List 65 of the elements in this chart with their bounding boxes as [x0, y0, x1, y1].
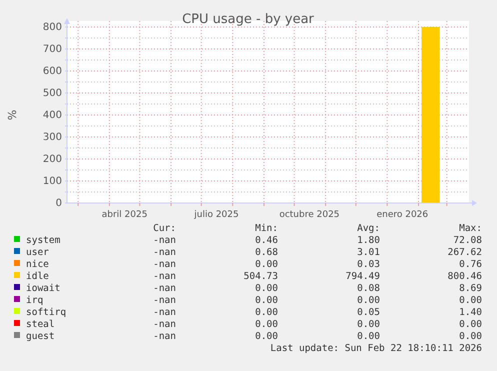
- text: 0.00: [459, 295, 482, 306]
- text: -nan: [153, 271, 176, 282]
- y-tick-label: 400: [42, 110, 62, 122]
- text: 0.05: [357, 307, 380, 318]
- legend-label: system: [26, 235, 61, 246]
- text: 0.08: [357, 283, 380, 294]
- x-tick-label: julio 2025: [193, 210, 239, 220]
- text: 0.00: [357, 331, 380, 342]
- legend-label: steal: [26, 319, 55, 330]
- y-tick-label: 200: [42, 154, 62, 166]
- x-tick-label: abril 2025: [102, 210, 148, 220]
- y-tick-label: 100: [42, 176, 62, 188]
- text: 0.00: [255, 331, 278, 342]
- text: 0.00: [459, 319, 482, 330]
- legend-label: irq: [26, 295, 44, 306]
- y-tick-label: 300: [42, 132, 62, 144]
- legend-label: nice: [26, 259, 50, 270]
- text: 0.00: [459, 331, 482, 342]
- text: Min:: [255, 223, 278, 234]
- legend-label: idle: [26, 271, 50, 282]
- text: 267.62: [448, 247, 482, 258]
- text: -nan: [153, 247, 176, 258]
- text: 1.80: [357, 235, 380, 246]
- text: -nan: [153, 307, 176, 318]
- y-tick-label: 500: [42, 88, 62, 100]
- text: 1.40: [459, 307, 482, 318]
- text: 504.73: [244, 271, 278, 282]
- text: Max:: [459, 223, 482, 234]
- x-tick-label: enero 2026: [376, 210, 428, 220]
- text: 0.03: [357, 259, 380, 270]
- text: 8.69: [459, 283, 482, 294]
- chart-title: CPU usage - by year: [182, 12, 315, 27]
- text: 0.00: [255, 283, 278, 294]
- text: 0.68: [255, 247, 278, 258]
- text: 0.00: [357, 319, 380, 330]
- y-tick-label: 600: [42, 66, 62, 78]
- text: -nan: [153, 259, 176, 270]
- text: 0.00: [357, 295, 380, 306]
- text: -nan: [153, 235, 176, 246]
- legend-label: softirq: [26, 307, 66, 318]
- text: 0.46: [255, 235, 278, 246]
- y-tick-label: 0: [56, 198, 62, 210]
- legend-label: iowait: [26, 283, 60, 294]
- text: 0.00: [255, 307, 278, 318]
- text: 72.08: [453, 235, 482, 246]
- text: 800.46: [448, 271, 482, 282]
- text: Avg:: [357, 223, 380, 234]
- text: -nan: [153, 283, 176, 294]
- text: 0.00: [255, 295, 278, 306]
- text: -nan: [153, 319, 176, 330]
- y-tick-label: 700: [42, 44, 62, 56]
- text: 3.01: [357, 247, 380, 258]
- text: Last update: Sun Feb 22 18:10:11 2026: [270, 343, 482, 354]
- text: -nan: [153, 295, 176, 306]
- text: 0.00: [255, 259, 278, 270]
- legend-label: guest: [26, 331, 55, 342]
- x-tick-label: octubre 2025: [279, 210, 340, 220]
- legend-label: user: [26, 247, 50, 258]
- text: Cur:: [153, 223, 176, 234]
- text: 794.49: [346, 271, 380, 282]
- text: 0.00: [255, 319, 278, 330]
- text: 0.76: [459, 259, 482, 270]
- y-tick-label: 800: [42, 22, 62, 34]
- text: -nan: [153, 331, 176, 342]
- y-axis-title: %: [6, 110, 19, 120]
